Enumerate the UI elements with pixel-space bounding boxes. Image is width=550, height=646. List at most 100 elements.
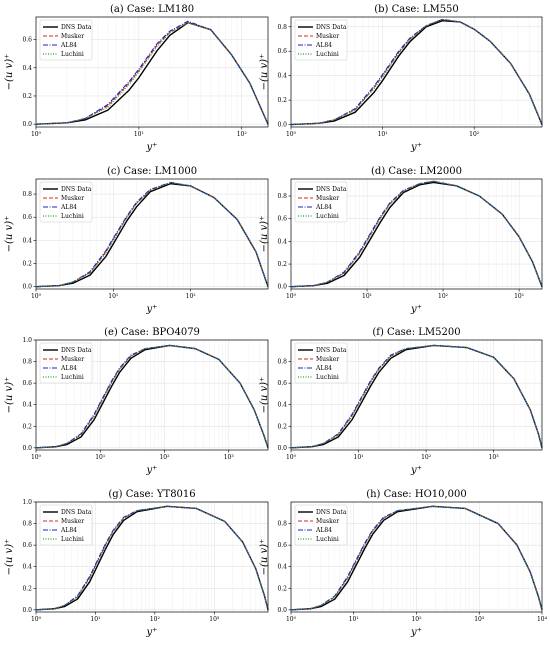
x-axis-label: y⁺ — [146, 304, 158, 315]
series-line-dns-data — [35, 344, 269, 449]
y-tick-label: 0.4 — [22, 65, 32, 72]
x-tick-label: 10³ — [489, 454, 500, 461]
y-tick-label: 0.0 — [277, 607, 287, 614]
legend: DNS Data Musker AL84 Luchini — [294, 181, 348, 223]
x-tick-label: 10³ — [224, 454, 235, 461]
legend-label: Musker — [316, 356, 339, 363]
legend: DNS Data Musker AL84 Luchini — [294, 504, 348, 546]
panel-d: 10⁰ 10¹ 10² 10¹ 0.0 0.2 0.4 0.6 0.8 (d) Case: LM2… — [259, 166, 543, 315]
x-tick-label: 10³ — [474, 616, 485, 623]
y-tick-label: 0.6 — [22, 380, 32, 387]
x-tick-label: 10⁰ — [31, 131, 42, 138]
panel-f: 10⁰ 10¹ 10² 10³ 0.0 0.2 0.4 0.6 0.8 (f) Case: LM5… — [259, 327, 543, 476]
legend-label: Luchini — [316, 536, 339, 543]
panel-title: (e) Case: BPO4079 — [104, 327, 200, 338]
y-axis-label: −(u v)⁺ — [4, 539, 15, 576]
plot-frame — [35, 339, 269, 451]
legend-label: Musker — [316, 518, 339, 525]
y-tick-label: 0.0 — [277, 445, 287, 452]
y-axis-label: −(u v)⁺ — [259, 216, 270, 253]
legend: DNS Data Musker AL84 Luchini — [294, 342, 348, 384]
y-tick-label: 0.6 — [277, 380, 287, 387]
series-line-musker — [290, 505, 543, 611]
plot-frame — [290, 339, 543, 451]
y-tick-label: 0.2 — [277, 585, 287, 592]
x-tick-label: 10² — [186, 293, 197, 300]
x-axis-label: y⁺ — [410, 142, 422, 153]
panel-title: (h) Case: HO10,000 — [366, 489, 467, 500]
legend-label: AL84 — [315, 204, 332, 211]
y-tick-label: 0.4 — [22, 237, 32, 244]
y-tick-label: 0.4 — [277, 402, 287, 409]
legend-label: Luchini — [61, 213, 84, 220]
series-line-al84 — [290, 344, 543, 449]
y-tick-label: 0.2 — [22, 93, 32, 100]
y-tick-label: 0.6 — [22, 37, 32, 44]
legend-label: Luchini — [316, 213, 339, 220]
legend-box — [39, 504, 93, 546]
x-tick-label: 10¹ — [108, 293, 118, 300]
x-tick-label: 10¹ — [354, 454, 364, 461]
y-tick-label: 0.6 — [277, 542, 287, 549]
x-tick-label: 10² — [421, 454, 432, 461]
x-tick-label: 10² — [438, 293, 449, 300]
panel-g: 10⁰ 10¹ 10² 10³ 0.0 0.2 0.4 0.6 0.8 1.0 (g) Case: … — [4, 489, 269, 638]
series-line-luchini — [290, 344, 543, 449]
plot-frame — [35, 16, 269, 128]
legend: DNS Data Musker AL84 Luchini — [39, 19, 93, 61]
series-line-luchini — [35, 181, 269, 288]
legend-label: AL84 — [60, 204, 77, 211]
legend-label: Luchini — [61, 536, 84, 543]
series-line-al84 — [35, 505, 269, 611]
y-tick-label: 0.6 — [22, 542, 32, 549]
legend-label: DNS Data — [316, 186, 347, 193]
x-tick-label: 10¹ — [349, 616, 359, 623]
y-tick-label: 1.0 — [22, 337, 32, 344]
y-tick-label: 0.6 — [277, 48, 287, 55]
y-tick-label: 0.8 — [22, 521, 32, 528]
y-tick-label: 0.0 — [22, 607, 32, 614]
y-tick-label: 0.8 — [22, 359, 32, 366]
y-axis-label: −(u v)⁺ — [4, 216, 15, 253]
panel-title: (c) Case: LM1000 — [107, 166, 197, 177]
x-tick-label: 10¹ — [378, 131, 388, 138]
x-tick-label: 10¹ — [134, 131, 144, 138]
legend-label: Luchini — [316, 374, 339, 381]
panel-a: 10⁰ 10¹ 10² 0.0 0.2 0.4 0.6 (a) Case: LM180 y⁺ −(… — [4, 4, 269, 153]
y-tick-label: 1.0 — [22, 499, 32, 506]
legend-label: Musker — [316, 195, 339, 202]
y-tick-label: 0.6 — [22, 214, 32, 221]
series-line-luchini — [290, 18, 543, 126]
legend: DNS Data Musker AL84 Luchini — [39, 181, 93, 223]
y-tick-label: 0.0 — [22, 284, 32, 291]
x-tick-label: 10² — [159, 454, 170, 461]
x-tick-label: 10¹ — [95, 454, 105, 461]
series-line-musker — [35, 344, 269, 449]
x-tick-label: 10¹ — [90, 616, 100, 623]
legend-label: Musker — [61, 518, 84, 525]
y-tick-label: 0.2 — [277, 423, 287, 430]
x-axis-label: y⁺ — [146, 142, 158, 153]
legend-label: DNS Data — [61, 509, 92, 516]
legend-box — [39, 181, 93, 223]
plot-frame — [35, 501, 269, 613]
plot-frame — [290, 16, 543, 128]
y-tick-label: 0.0 — [22, 121, 32, 128]
y-tick-label: 0.4 — [22, 402, 32, 409]
legend-label: DNS Data — [61, 347, 92, 354]
legend-label: DNS Data — [316, 24, 347, 31]
y-axis-label: −(u v)⁺ — [4, 377, 15, 414]
panel-title: (d) Case: LM2000 — [371, 166, 462, 177]
x-axis-label: y⁺ — [146, 465, 158, 476]
x-tick-label: 10² — [469, 131, 480, 138]
y-tick-label: 0.4 — [277, 564, 287, 571]
legend: DNS Data Musker AL84 Luchini — [39, 342, 93, 384]
legend-label: Musker — [61, 195, 84, 202]
y-tick-label: 0.2 — [22, 261, 32, 268]
legend-label: DNS Data — [316, 509, 347, 516]
y-tick-label: 0.4 — [277, 238, 287, 245]
y-tick-label: 0.2 — [22, 423, 32, 430]
y-tick-label: 0.8 — [277, 24, 287, 31]
y-tick-label: 0.2 — [22, 585, 32, 592]
